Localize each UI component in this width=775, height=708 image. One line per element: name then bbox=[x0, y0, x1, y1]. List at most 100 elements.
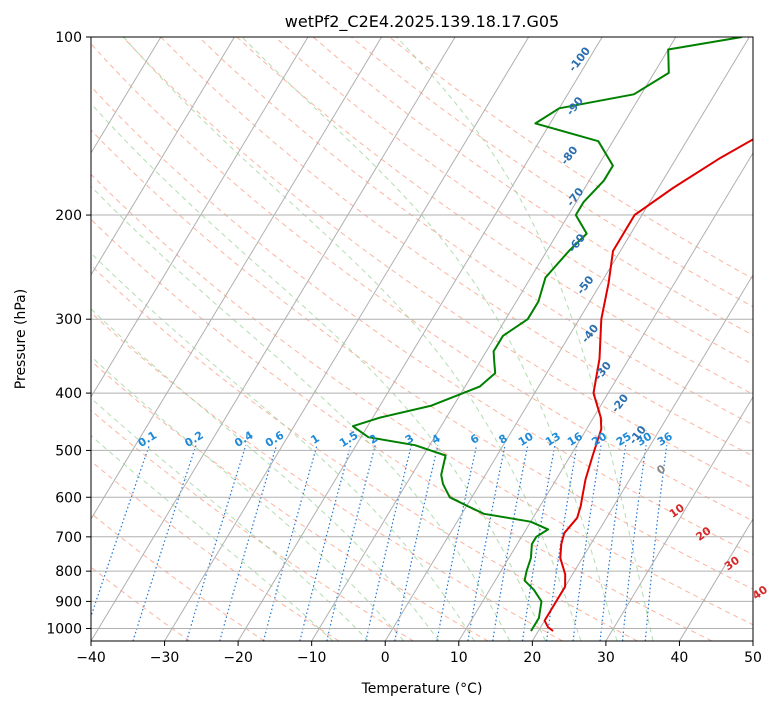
mixing-ratio-label: 13 bbox=[543, 430, 563, 449]
mixing-ratio-label: 10 bbox=[516, 429, 536, 448]
height-label: -80 bbox=[558, 143, 581, 167]
mixing-ratio-line bbox=[599, 445, 627, 641]
x-tick-label: 0 bbox=[381, 650, 390, 666]
mixing-ratio-line bbox=[365, 445, 412, 641]
isotherm bbox=[311, 37, 677, 641]
x-tick-label: 50 bbox=[744, 650, 762, 666]
mixing-ratio-line bbox=[326, 445, 376, 641]
y-tick-label: 300 bbox=[55, 312, 82, 328]
moist-adiabat bbox=[91, 355, 405, 641]
mixing-ratio-line bbox=[186, 445, 247, 641]
dry-adiabat bbox=[91, 218, 713, 641]
moist-adiabat bbox=[91, 102, 546, 641]
y-axis-title: Pressure (hPa) bbox=[13, 289, 29, 389]
y-tick-label: 400 bbox=[55, 386, 82, 402]
mixing-ratio-line bbox=[262, 445, 318, 641]
mixing-ratio-label: 1.5 bbox=[337, 429, 360, 450]
x-axis-title: Temperature (°C) bbox=[361, 681, 483, 697]
isotherm bbox=[0, 37, 14, 641]
mixing-ratio-line bbox=[91, 445, 150, 619]
isotherm bbox=[384, 37, 750, 641]
y-tick-label: 1000 bbox=[46, 621, 82, 637]
dry-adiabat bbox=[91, 360, 489, 641]
mixing-ratio-line bbox=[436, 445, 478, 641]
x-tick-label: 20 bbox=[523, 650, 541, 666]
moist-adiabat bbox=[123, 37, 582, 641]
height-label: 20 bbox=[693, 524, 713, 544]
dry-adiabat bbox=[122, 37, 753, 489]
y-tick-label: 600 bbox=[55, 490, 82, 506]
plot-frame bbox=[90, 36, 754, 642]
isotherm bbox=[752, 640, 753, 641]
x-tick-label: 40 bbox=[671, 650, 689, 666]
moist-adiabat bbox=[91, 252, 475, 641]
mixing-ratio-label: 0.6 bbox=[263, 428, 287, 450]
mixing-ratio-label: 6 bbox=[468, 432, 482, 447]
mixing-ratio-line bbox=[572, 445, 602, 641]
mixing-ratio-line bbox=[546, 445, 578, 641]
moist-adiabat bbox=[241, 37, 618, 641]
isotherm bbox=[164, 37, 530, 641]
height-label: -90 bbox=[564, 94, 587, 118]
height-label: -40 bbox=[579, 322, 602, 346]
mixing-ratio-label: 0.4 bbox=[232, 428, 256, 450]
dry-adiabat bbox=[91, 264, 638, 641]
y-tick-label: 100 bbox=[55, 30, 82, 46]
dry-adiabat bbox=[91, 129, 753, 590]
series-line bbox=[543, 138, 753, 632]
dry-adiabat bbox=[274, 37, 753, 366]
dry-adiabat bbox=[91, 409, 414, 641]
isotherm bbox=[91, 37, 235, 276]
series-line bbox=[351, 37, 743, 632]
isotherm bbox=[237, 37, 603, 641]
isotherm bbox=[91, 37, 382, 520]
isotherm bbox=[91, 37, 309, 398]
isotherm bbox=[605, 395, 753, 641]
height-label: 10 bbox=[667, 501, 687, 521]
x-tick-label: 30 bbox=[597, 650, 615, 666]
y-tick-label: 500 bbox=[55, 443, 82, 459]
background-lines bbox=[91, 37, 753, 641]
y-tick-label: 200 bbox=[55, 208, 82, 224]
isotherm bbox=[531, 273, 753, 641]
mixing-ratio-line bbox=[644, 445, 668, 641]
moist-adiabat bbox=[91, 397, 369, 641]
chart-title: wetPf2_C2E4.2025.139.18.17.G05 bbox=[285, 12, 559, 32]
dry-adiabat bbox=[91, 43, 753, 522]
y-tick-label: 800 bbox=[55, 564, 82, 580]
isotherm bbox=[91, 37, 456, 641]
x-tick-label: 10 bbox=[450, 650, 468, 666]
axis-ticks: −40 −30 −20 −10 0 10 20 30 40 5010020030040050060… bbox=[46, 30, 762, 666]
dry-adiabat bbox=[350, 37, 753, 308]
mixing-ratio-line bbox=[622, 445, 647, 641]
profile-lines bbox=[351, 37, 753, 632]
mixing-ratio-line bbox=[521, 445, 556, 641]
contour-labels: 0.1 0.2 0.4 0.6 1 1.5 2 3 4 6 8 10 13 16 20 25 30 36-100-… bbox=[136, 44, 771, 602]
dry-adiabat bbox=[91, 512, 265, 641]
x-tick-label: −20 bbox=[223, 650, 253, 666]
x-tick-label: −30 bbox=[150, 650, 180, 666]
grid-lines bbox=[0, 37, 753, 641]
moist-adiabat bbox=[91, 434, 334, 641]
height-label: 30 bbox=[722, 554, 742, 574]
dry-adiabat bbox=[198, 37, 753, 426]
mixing-ratio-line bbox=[492, 445, 529, 641]
dry-adiabat bbox=[91, 173, 753, 626]
dry-adiabat bbox=[91, 85, 753, 556]
y-tick-label: 900 bbox=[55, 594, 82, 610]
mixing-ratio-label: 1 bbox=[308, 432, 321, 447]
moist-adiabat bbox=[91, 185, 511, 641]
mixing-ratio-label: 16 bbox=[565, 429, 585, 448]
height-label: -70 bbox=[564, 185, 587, 209]
dry-adiabat bbox=[91, 311, 563, 641]
isotherm bbox=[679, 518, 753, 641]
mixing-ratio-line bbox=[132, 445, 197, 641]
mixing-ratio-label: 8 bbox=[496, 432, 509, 447]
mixing-ratio-label: 0.1 bbox=[136, 429, 159, 450]
dry-adiabat bbox=[91, 460, 340, 641]
mixing-ratio-line bbox=[219, 445, 278, 641]
mixing-ratio-line bbox=[467, 445, 506, 641]
isotherm bbox=[458, 151, 753, 641]
mixing-ratio-line bbox=[299, 445, 352, 641]
